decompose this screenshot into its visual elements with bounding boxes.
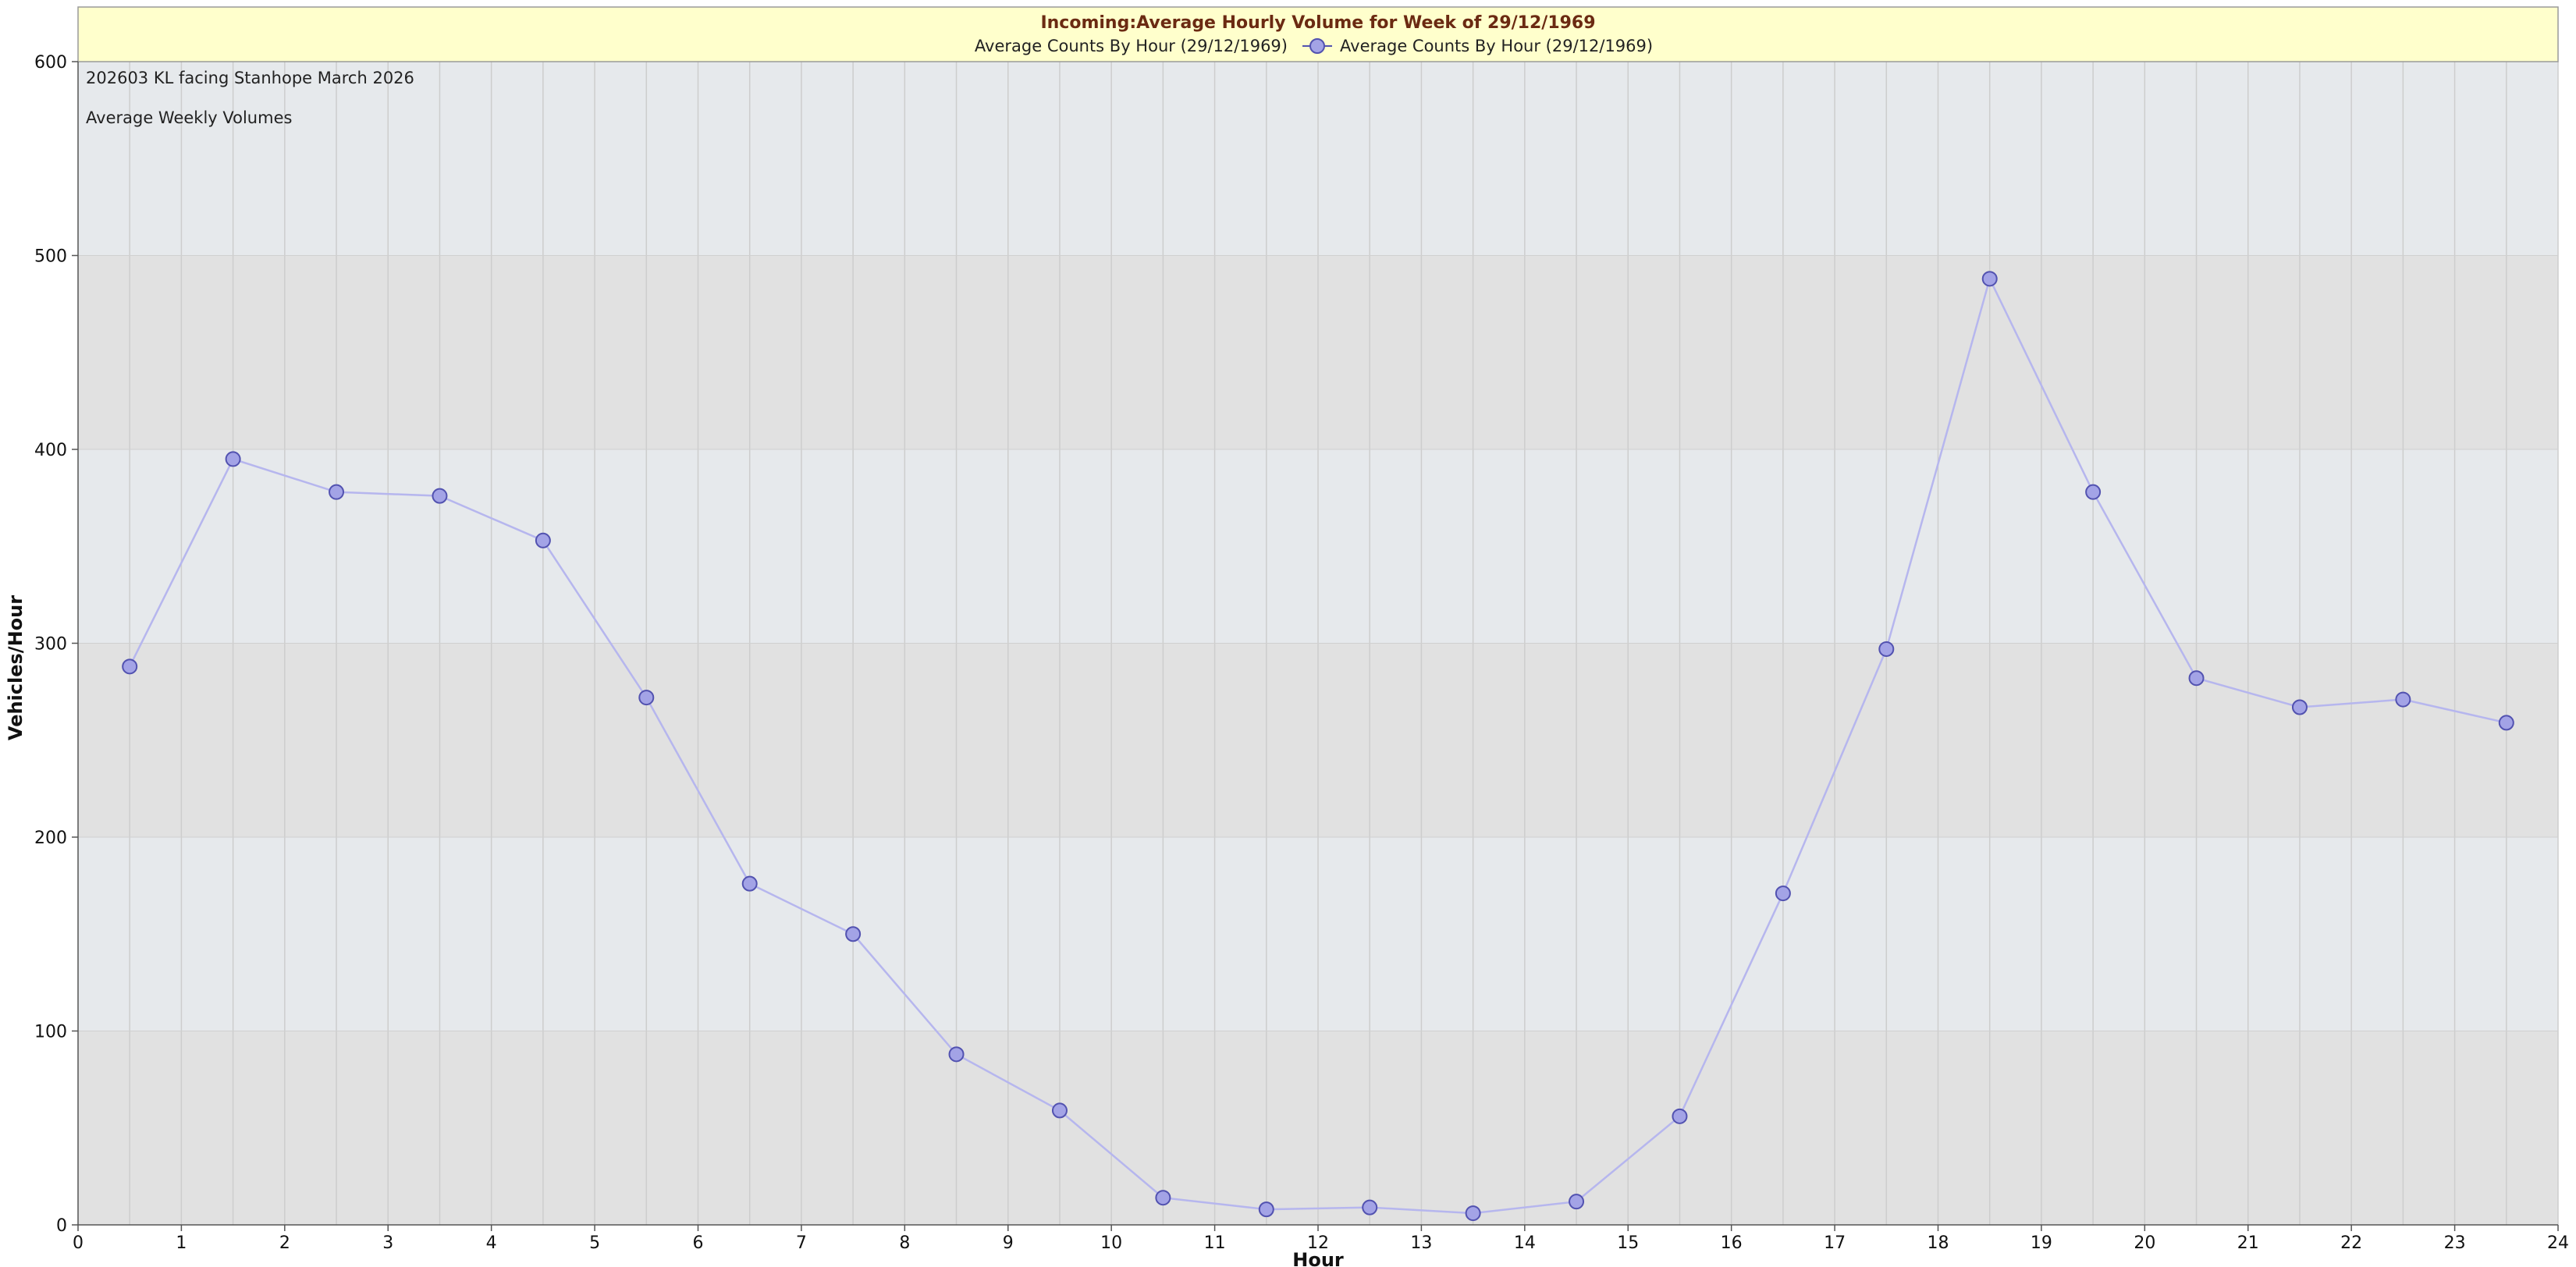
data-point bbox=[225, 451, 241, 467]
x-tick-label: 1 bbox=[176, 1233, 187, 1253]
x-axis-ticks: 0 1 2 3 4 5 6 7 8 9 10 11 12 13 14 15 16 17 18 19 20 21 22 23 24 bbox=[73, 1225, 2569, 1253]
legend-marker-icon bbox=[1309, 38, 1325, 54]
y-tick-label: 0 bbox=[56, 1216, 67, 1236]
x-tick-label: 8 bbox=[899, 1233, 910, 1253]
y-tick-label: 400 bbox=[34, 441, 67, 460]
x-tick-label: 2 bbox=[279, 1233, 290, 1253]
data-point bbox=[1569, 1194, 1585, 1210]
y-axis-ticks: 0 100 200 300 400 500 600 bbox=[34, 53, 78, 1236]
x-tick-label: 16 bbox=[1721, 1233, 1743, 1253]
data-point bbox=[1362, 1199, 1378, 1216]
x-tick-label: 3 bbox=[382, 1233, 393, 1253]
data-point bbox=[1878, 641, 1895, 657]
x-tick-label: 22 bbox=[2340, 1233, 2362, 1253]
x-tick-label: 20 bbox=[2134, 1233, 2155, 1253]
x-axis-title: Hour bbox=[1292, 1249, 1344, 1267]
x-tick-label: 23 bbox=[2444, 1233, 2466, 1253]
data-point bbox=[948, 1046, 965, 1063]
data-point bbox=[845, 926, 862, 942]
legend-entry-1: Average Counts By Hour (29/12/1969) bbox=[975, 37, 1288, 55]
data-point bbox=[741, 875, 758, 892]
y-axis-title: Vehicles/Hour bbox=[5, 595, 27, 740]
data-point bbox=[1051, 1102, 1068, 1119]
x-tick-label: 19 bbox=[2031, 1233, 2052, 1253]
x-tick-label: 21 bbox=[2237, 1233, 2259, 1253]
x-tick-label: 5 bbox=[589, 1233, 600, 1253]
data-point bbox=[2188, 670, 2205, 687]
chart-title: Incoming:Average Hourly Volume for Week … bbox=[1040, 13, 1595, 33]
x-tick-label: 24 bbox=[2547, 1233, 2569, 1253]
data-point bbox=[432, 488, 448, 504]
data-point bbox=[1672, 1108, 1688, 1124]
series-line bbox=[129, 275, 2507, 1215]
x-tick-label: 12 bbox=[1307, 1233, 1329, 1253]
y-tick-label: 500 bbox=[34, 247, 67, 267]
data-point bbox=[2395, 691, 2411, 708]
legend: Average Counts By Hour (29/12/1969) Aver… bbox=[975, 37, 1653, 55]
x-tick-label: 7 bbox=[796, 1233, 807, 1253]
data-point bbox=[638, 690, 655, 706]
x-tick-label: 14 bbox=[1514, 1233, 1536, 1253]
data-point bbox=[329, 484, 345, 500]
x-tick-label: 4 bbox=[486, 1233, 497, 1253]
x-tick-label: 18 bbox=[1928, 1233, 1949, 1253]
data-point bbox=[1155, 1190, 1171, 1206]
data-point bbox=[1981, 271, 1998, 287]
data-point bbox=[1775, 885, 1791, 902]
x-tick-label: 0 bbox=[73, 1233, 83, 1253]
series-average-counts bbox=[122, 271, 2514, 1222]
x-tick-label: 13 bbox=[1410, 1233, 1432, 1253]
data-point bbox=[2085, 484, 2102, 500]
data-point bbox=[122, 658, 138, 675]
data-point bbox=[1465, 1205, 1481, 1222]
y-tick-label: 600 bbox=[34, 53, 67, 73]
x-tick-label: 6 bbox=[693, 1233, 704, 1253]
y-tick-label: 200 bbox=[34, 829, 67, 848]
y-tick-label: 100 bbox=[34, 1023, 67, 1042]
x-tick-label: 10 bbox=[1100, 1233, 1122, 1253]
annotation-volumes: Average Weekly Volumes bbox=[86, 108, 292, 127]
title-box: Incoming:Average Hourly Volume for Week … bbox=[77, 6, 2559, 62]
x-tick-label: 11 bbox=[1204, 1233, 1226, 1253]
legend-entry-2: Average Counts By Hour (29/12/1969) bbox=[1340, 37, 1653, 55]
y-tick-label: 300 bbox=[34, 635, 67, 655]
x-tick-label: 9 bbox=[1003, 1233, 1014, 1253]
data-point bbox=[2291, 699, 2308, 715]
x-tick-label: 17 bbox=[1824, 1233, 1846, 1253]
data-point bbox=[535, 532, 551, 548]
data-point bbox=[2498, 715, 2514, 731]
annotation-site: 202603 KL facing Stanhope March 2026 bbox=[86, 69, 414, 87]
x-tick-label: 15 bbox=[1617, 1233, 1639, 1253]
data-point bbox=[1258, 1201, 1274, 1218]
